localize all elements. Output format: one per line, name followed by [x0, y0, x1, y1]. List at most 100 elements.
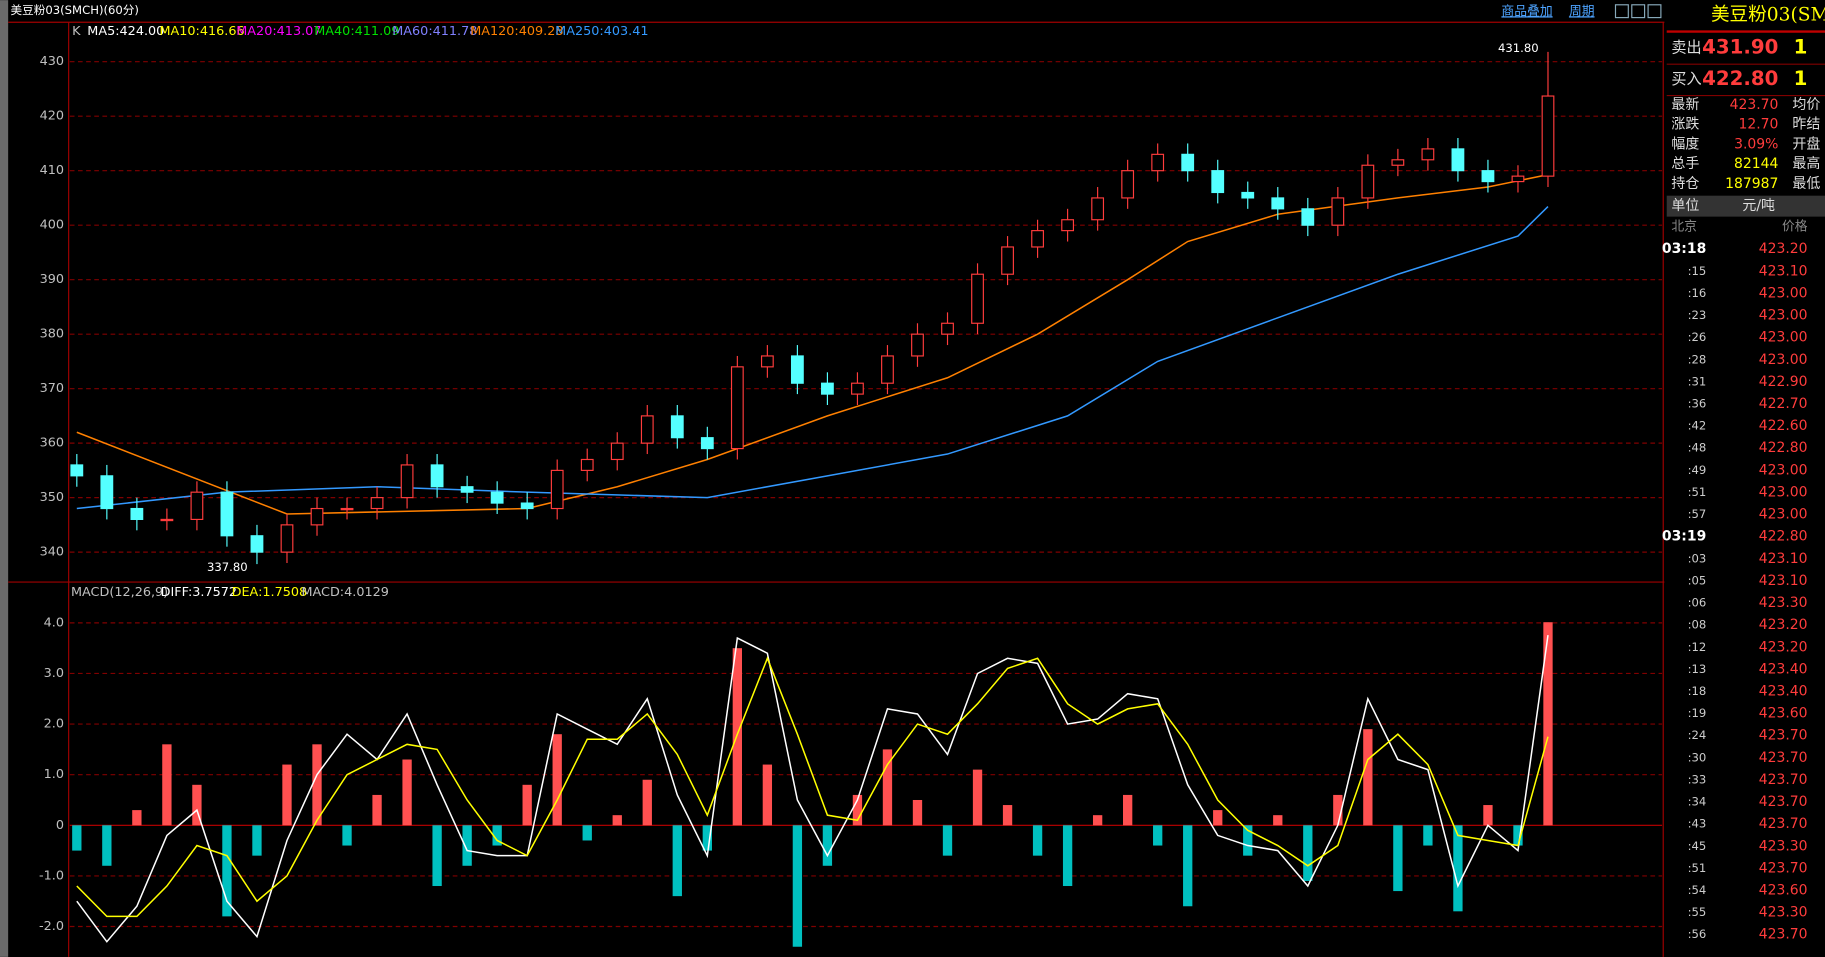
tick-time: :51 [1688, 861, 1707, 875]
tick-price: 423.10 [1759, 573, 1808, 589]
macd-bar [522, 784, 532, 826]
tick-time: :55 [1688, 905, 1707, 919]
macd-bar [1183, 825, 1193, 907]
ma-label: MA250:403.41 [555, 24, 648, 39]
tick-time: :57 [1688, 507, 1707, 521]
candle-body [1151, 153, 1165, 172]
macd-bar [672, 825, 682, 897]
ma-line [76, 206, 1549, 510]
zoom-button[interactable] [1614, 4, 1629, 19]
macd-bar [132, 810, 142, 826]
tick-price: 423.20 [1759, 241, 1808, 257]
macd-bar [402, 759, 412, 826]
candle-body [1301, 208, 1315, 226]
candle-body [1361, 164, 1375, 199]
candle-body [430, 464, 444, 488]
macd-bar [1483, 805, 1493, 826]
macd-bar [1513, 825, 1523, 846]
candle-body [1211, 170, 1225, 194]
tick-time: :15 [1688, 264, 1707, 278]
candle-body [250, 535, 264, 553]
candle-body [730, 366, 744, 450]
candle-body [1181, 153, 1195, 172]
panel-title: 美豆粉03(SMC [1711, 4, 1825, 25]
column-header: 价格 [1782, 219, 1808, 235]
tick-time: :13 [1688, 662, 1707, 676]
tick-price: 423.00 [1759, 285, 1808, 301]
tick-price: 423.70 [1759, 927, 1808, 943]
candle-body [490, 491, 504, 504]
candle-body [1451, 148, 1465, 172]
price-annotation: 337.80 [207, 560, 248, 574]
tick-time: :23 [1688, 308, 1707, 322]
overlay-link[interactable]: 商品叠加 [1501, 4, 1552, 19]
macd-bar [1423, 825, 1433, 846]
stat-label: 开盘 [1792, 135, 1820, 152]
candle-body [130, 507, 144, 521]
ma-label: MA10:416.66 [159, 24, 244, 39]
candle-body [160, 518, 174, 522]
candle-body [1331, 197, 1345, 226]
tick-time: :43 [1688, 817, 1707, 831]
tick-time: :26 [1688, 330, 1707, 344]
candle-body [100, 475, 114, 510]
candle-body [760, 355, 774, 368]
tick-price: 423.00 [1759, 462, 1808, 478]
tick-price: 423.00 [1759, 330, 1808, 346]
macd-bar [342, 825, 352, 846]
y-tick-label: 3.0 [44, 666, 64, 681]
macd-bar [732, 648, 743, 826]
candle-body [700, 437, 714, 450]
tick-time: :49 [1688, 463, 1707, 477]
candle-body [190, 491, 204, 521]
macd-bar [1543, 622, 1553, 826]
candle-body [520, 502, 534, 510]
tick-price: 423.70 [1759, 750, 1808, 766]
tick-price: 423.70 [1759, 860, 1808, 876]
tick-time: :30 [1688, 750, 1707, 764]
macd-legend: DIFF:3.7572 [161, 585, 237, 600]
candle-body [550, 469, 564, 510]
dea-line [76, 656, 1549, 918]
macd-bar [102, 825, 112, 866]
zoom-button[interactable] [1631, 4, 1646, 19]
unit-value: 元/吨 [1742, 198, 1775, 214]
macd-bar [582, 825, 592, 841]
y-tick-label: 2.0 [44, 717, 64, 732]
candle-body [1541, 95, 1555, 177]
candle-body [580, 458, 594, 471]
macd-bar [72, 825, 82, 851]
tick-time: :08 [1688, 618, 1707, 632]
macd-bar [1032, 825, 1043, 856]
macd-bar [1243, 825, 1253, 856]
unit-band [1666, 195, 1825, 217]
zoom-button[interactable] [1647, 4, 1662, 19]
tick-price: 423.10 [1759, 263, 1808, 279]
unit-label: 单位 [1671, 198, 1699, 214]
tick-time: :54 [1688, 883, 1707, 897]
candle-body [310, 507, 324, 526]
candle-body [370, 497, 384, 510]
period-link[interactable]: 周期 [1569, 4, 1595, 19]
candle-body [280, 524, 294, 553]
macd-bar [372, 794, 382, 826]
y-tick-label: 380 [40, 327, 64, 342]
candle-body [1031, 230, 1044, 248]
macd-bar [222, 825, 232, 917]
y-tick-label: 400 [40, 218, 64, 233]
stat-label: 最新 [1671, 97, 1699, 113]
candle-body [881, 355, 894, 384]
macd-bar [1002, 805, 1013, 826]
stat-label: 昨结 [1792, 117, 1820, 133]
ma-line [76, 173, 1549, 515]
macd-bar [1123, 794, 1133, 826]
candle-body [1091, 197, 1105, 221]
stat-value: 187987 [1725, 176, 1778, 192]
tick-time: :48 [1688, 441, 1707, 455]
macd-bar [1453, 825, 1463, 912]
y-tick-label: -1.0 [39, 868, 64, 883]
macd-bar [912, 799, 923, 826]
macd-bar [252, 825, 262, 856]
legend-prefix: K [72, 24, 81, 39]
